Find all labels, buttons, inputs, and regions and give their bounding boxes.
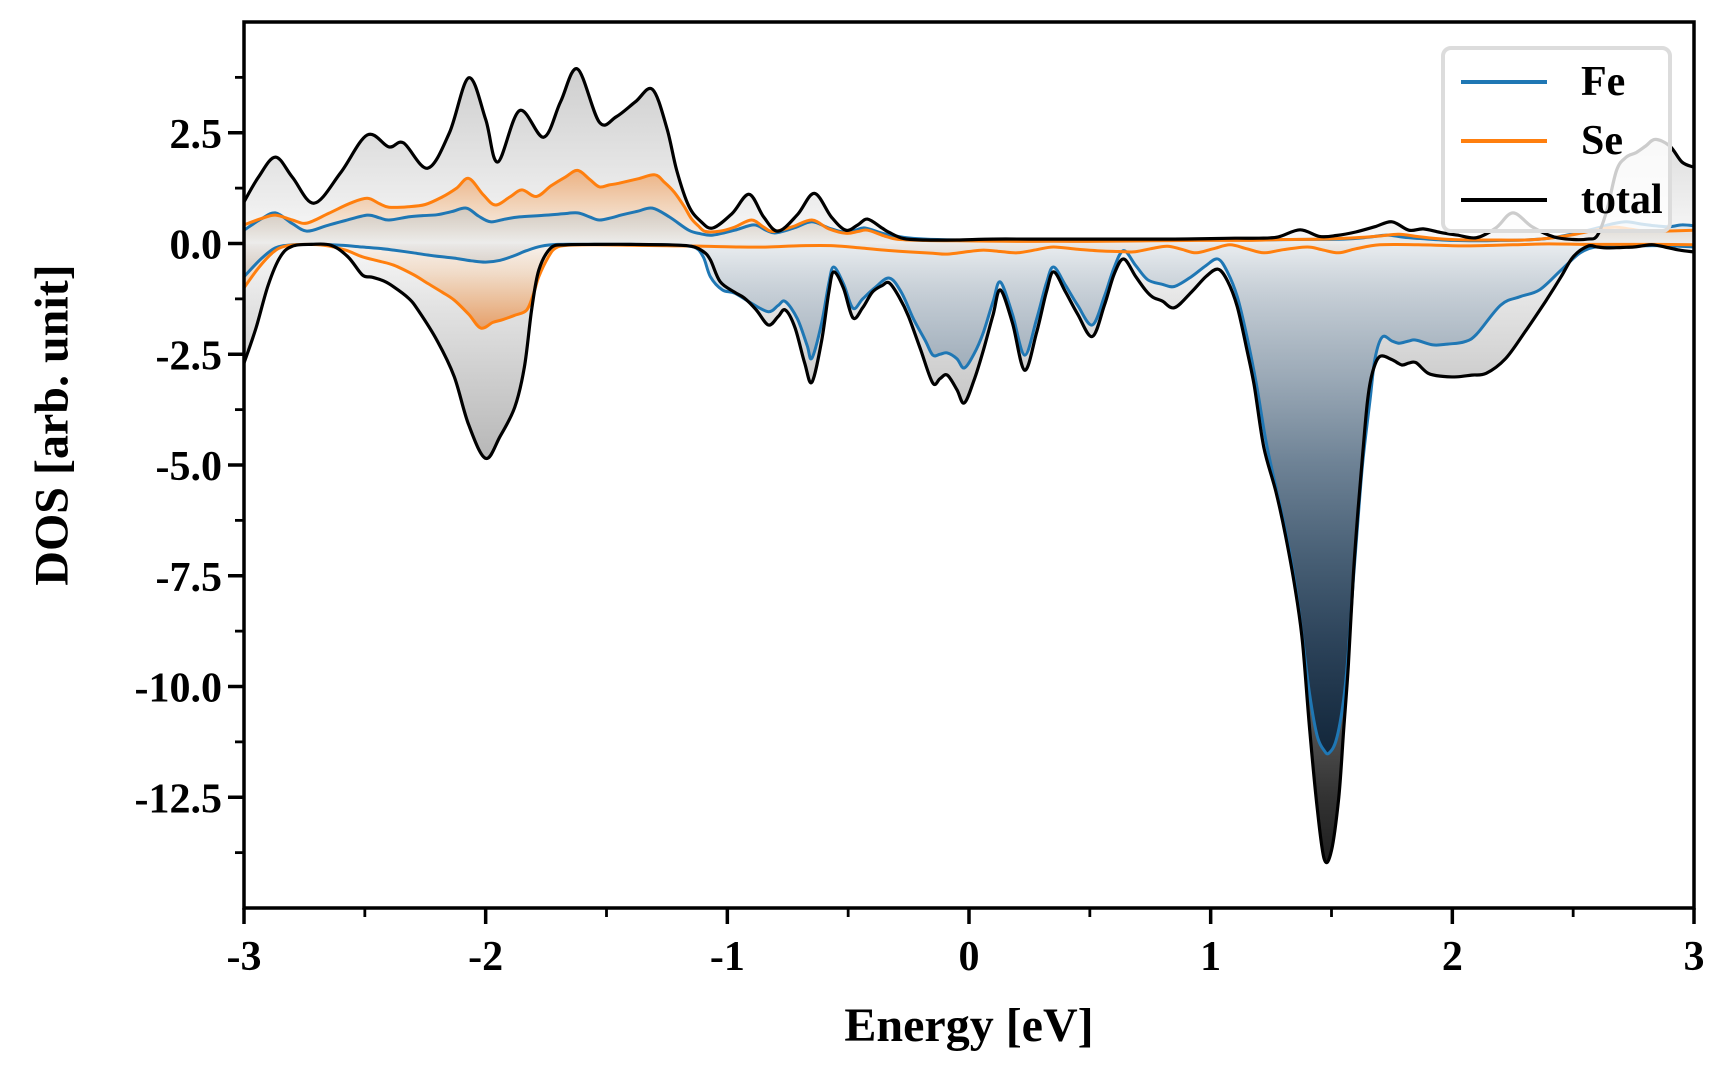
line-fe_down xyxy=(244,242,1694,756)
y-tick-label: -12.5 xyxy=(135,776,223,822)
y-tick-label: 2.5 xyxy=(170,112,223,158)
y-tick-label: -7.5 xyxy=(156,555,223,601)
y-tick-label: 0.0 xyxy=(170,223,223,269)
line-se_down xyxy=(244,242,1694,330)
y-tick-label: -5.0 xyxy=(156,444,223,490)
se-line-swatch-icon xyxy=(1461,139,1547,143)
area-fe_down xyxy=(244,243,1694,754)
x-tick-label: -1 xyxy=(710,934,745,980)
x-axis-label: Energy [eV] xyxy=(844,999,1094,1052)
y-tick-label: -2.5 xyxy=(156,333,223,379)
x-tick-label: 1 xyxy=(1200,934,1221,980)
legend-entry-fe: Fe xyxy=(1461,53,1625,111)
legend-entry-se: Se xyxy=(1461,112,1623,170)
line-se_up xyxy=(244,168,1694,243)
total-line-swatch-icon xyxy=(1461,198,1547,202)
x-tick-label: 0 xyxy=(959,934,980,980)
area-fe_up xyxy=(244,207,1694,244)
legend-label-se: Se xyxy=(1581,118,1623,164)
legend-entry-total: total xyxy=(1461,171,1663,229)
legend: Fe Se total xyxy=(1441,46,1672,233)
x-tick-label: -3 xyxy=(227,934,262,980)
ticks xyxy=(228,75,1696,924)
x-tick-label: -2 xyxy=(468,934,503,980)
legend-label-total: total xyxy=(1581,177,1663,223)
line-total_down xyxy=(244,242,1694,865)
legend-label-fe: Fe xyxy=(1581,59,1626,105)
x-tick-label: 3 xyxy=(1684,934,1705,980)
fe-line-swatch-icon xyxy=(1461,80,1547,84)
x-tick-label: 2 xyxy=(1442,934,1463,980)
y-axis-label: DOS [arb. unit] xyxy=(25,264,79,586)
y-tick-label: -10.0 xyxy=(135,666,223,712)
